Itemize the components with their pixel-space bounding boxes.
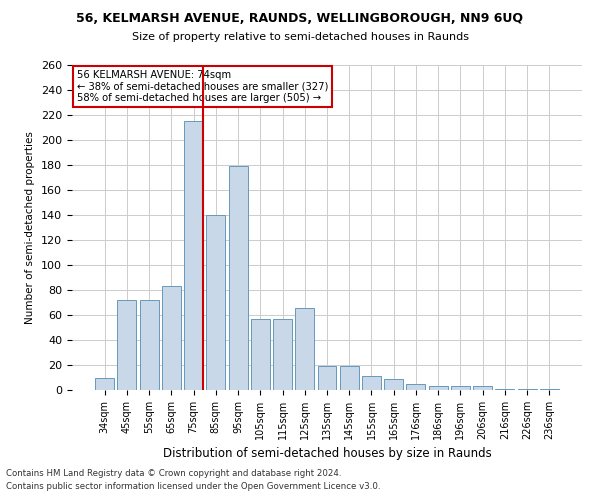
Bar [317,366,337,390]
Bar [340,366,359,390]
Bar [118,300,136,390]
Bar [429,386,448,390]
Bar [496,389,514,390]
Bar [251,319,270,390]
Bar [229,166,248,390]
Bar [362,376,381,390]
X-axis label: Distribution of semi-detached houses by size in Raunds: Distribution of semi-detached houses by … [163,448,491,460]
Y-axis label: Number of semi-detached properties: Number of semi-detached properties [25,131,35,324]
Bar [540,389,559,390]
Bar [95,378,114,390]
Bar [384,379,403,390]
Bar [184,121,203,390]
Text: Size of property relative to semi-detached houses in Raunds: Size of property relative to semi-detach… [131,32,469,42]
Text: 56, KELMARSH AVENUE, RAUNDS, WELLINGBOROUGH, NN9 6UQ: 56, KELMARSH AVENUE, RAUNDS, WELLINGBORO… [77,12,523,26]
Bar [206,215,225,390]
Text: Contains public sector information licensed under the Open Government Licence v3: Contains public sector information licen… [6,482,380,491]
Text: 56 KELMARSH AVENUE: 74sqm
← 38% of semi-detached houses are smaller (327)
58% of: 56 KELMARSH AVENUE: 74sqm ← 38% of semi-… [77,70,328,103]
Bar [295,308,314,390]
Bar [273,319,292,390]
Bar [518,389,536,390]
Bar [473,386,492,390]
Text: Contains HM Land Registry data © Crown copyright and database right 2024.: Contains HM Land Registry data © Crown c… [6,468,341,477]
Bar [140,300,158,390]
Bar [451,386,470,390]
Bar [406,384,425,390]
Bar [162,286,181,390]
